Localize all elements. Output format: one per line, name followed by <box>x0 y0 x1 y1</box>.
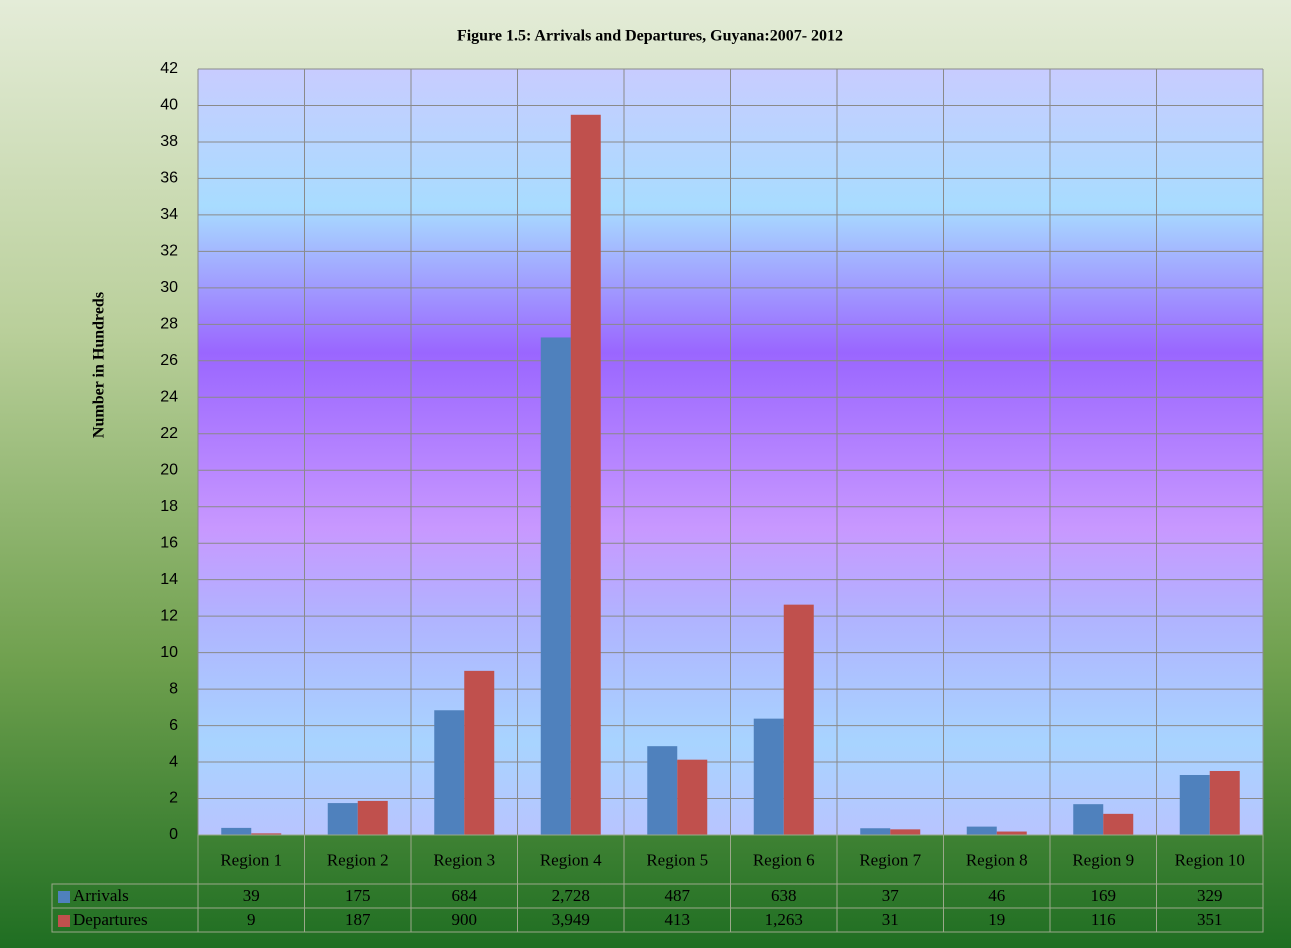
y-tick-label: 34 <box>160 206 178 223</box>
table-value: 175 <box>345 886 371 905</box>
y-tick-label: 8 <box>169 680 178 697</box>
y-tick-label: 4 <box>169 753 178 770</box>
x-tick-label: Region 7 <box>859 850 921 869</box>
y-tick-label: 6 <box>169 717 178 734</box>
bar <box>251 833 282 835</box>
y-tick-label: 32 <box>160 243 178 260</box>
legend-label: Departures <box>73 910 148 929</box>
x-tick-label: Region 5 <box>646 850 708 869</box>
table-value: 169 <box>1091 886 1117 905</box>
x-tick-label: Region 8 <box>966 850 1028 869</box>
bar <box>753 718 784 835</box>
bar <box>1179 774 1210 835</box>
bar <box>677 759 708 835</box>
table-value: 39 <box>243 886 260 905</box>
y-tick-label: 26 <box>160 352 178 369</box>
bar <box>464 670 495 835</box>
bar <box>783 604 814 835</box>
bar <box>221 827 252 835</box>
y-tick-label: 24 <box>160 389 178 406</box>
bar <box>570 114 601 836</box>
bar <box>1073 804 1104 835</box>
table-value: 31 <box>882 910 899 929</box>
bar <box>890 829 921 835</box>
x-tick-label: Region 2 <box>327 850 389 869</box>
bar <box>434 710 465 835</box>
y-tick-label: 30 <box>160 279 178 296</box>
x-tick-label: Region 4 <box>540 850 602 869</box>
table-value: 187 <box>345 910 371 929</box>
bar <box>540 337 571 835</box>
chart-title: Figure 1.5: Arrivals and Departures, Guy… <box>457 28 843 45</box>
bar <box>996 831 1027 835</box>
table-value: 2,728 <box>552 886 590 905</box>
table-value: 351 <box>1197 910 1223 929</box>
x-tick-label: Region 1 <box>220 850 282 869</box>
y-tick-label: 22 <box>160 425 178 442</box>
y-tick-label: 40 <box>160 97 178 114</box>
y-tick-label: 12 <box>160 607 178 624</box>
table-value: 900 <box>452 910 478 929</box>
legend-swatch <box>58 915 70 927</box>
table-value: 487 <box>665 886 691 905</box>
table-value: 19 <box>988 910 1005 929</box>
bar <box>966 826 997 835</box>
bar <box>357 800 388 835</box>
table-value: 116 <box>1091 910 1116 929</box>
y-tick-label: 38 <box>160 133 178 150</box>
bar <box>1209 770 1240 835</box>
table-value: 638 <box>771 886 797 905</box>
table-value: 3,949 <box>552 910 590 929</box>
x-tick-label: Region 9 <box>1072 850 1134 869</box>
y-tick-label: 36 <box>160 170 178 187</box>
table-value: 1,263 <box>765 910 803 929</box>
x-tick-label: Region 3 <box>433 850 495 869</box>
y-tick-label: 20 <box>160 461 178 478</box>
y-tick-label: 18 <box>160 498 178 515</box>
bar <box>1103 813 1134 835</box>
bar <box>647 746 678 835</box>
bar <box>327 803 358 835</box>
y-tick-label: 42 <box>160 60 178 77</box>
table-value: 684 <box>452 886 478 905</box>
y-tick-label: 2 <box>169 790 178 807</box>
legend-swatch <box>58 891 70 903</box>
y-tick-label: 16 <box>160 534 178 551</box>
table-value: 37 <box>882 886 900 905</box>
table-value: 9 <box>247 910 256 929</box>
y-tick-label: 28 <box>160 316 178 333</box>
y-tick-label: 10 <box>160 644 178 661</box>
x-tick-label: Region 10 <box>1175 850 1245 869</box>
x-tick-label: Region 6 <box>753 850 815 869</box>
y-tick-label: 0 <box>169 826 178 843</box>
table-value: 46 <box>988 886 1005 905</box>
y-axis-label: Number in Hundreds <box>91 292 108 438</box>
y-tick-label: 14 <box>160 571 178 588</box>
table-value: 413 <box>665 910 691 929</box>
table-value: 329 <box>1197 886 1223 905</box>
legend-label: Arrivals <box>73 886 129 905</box>
bar <box>860 828 891 835</box>
